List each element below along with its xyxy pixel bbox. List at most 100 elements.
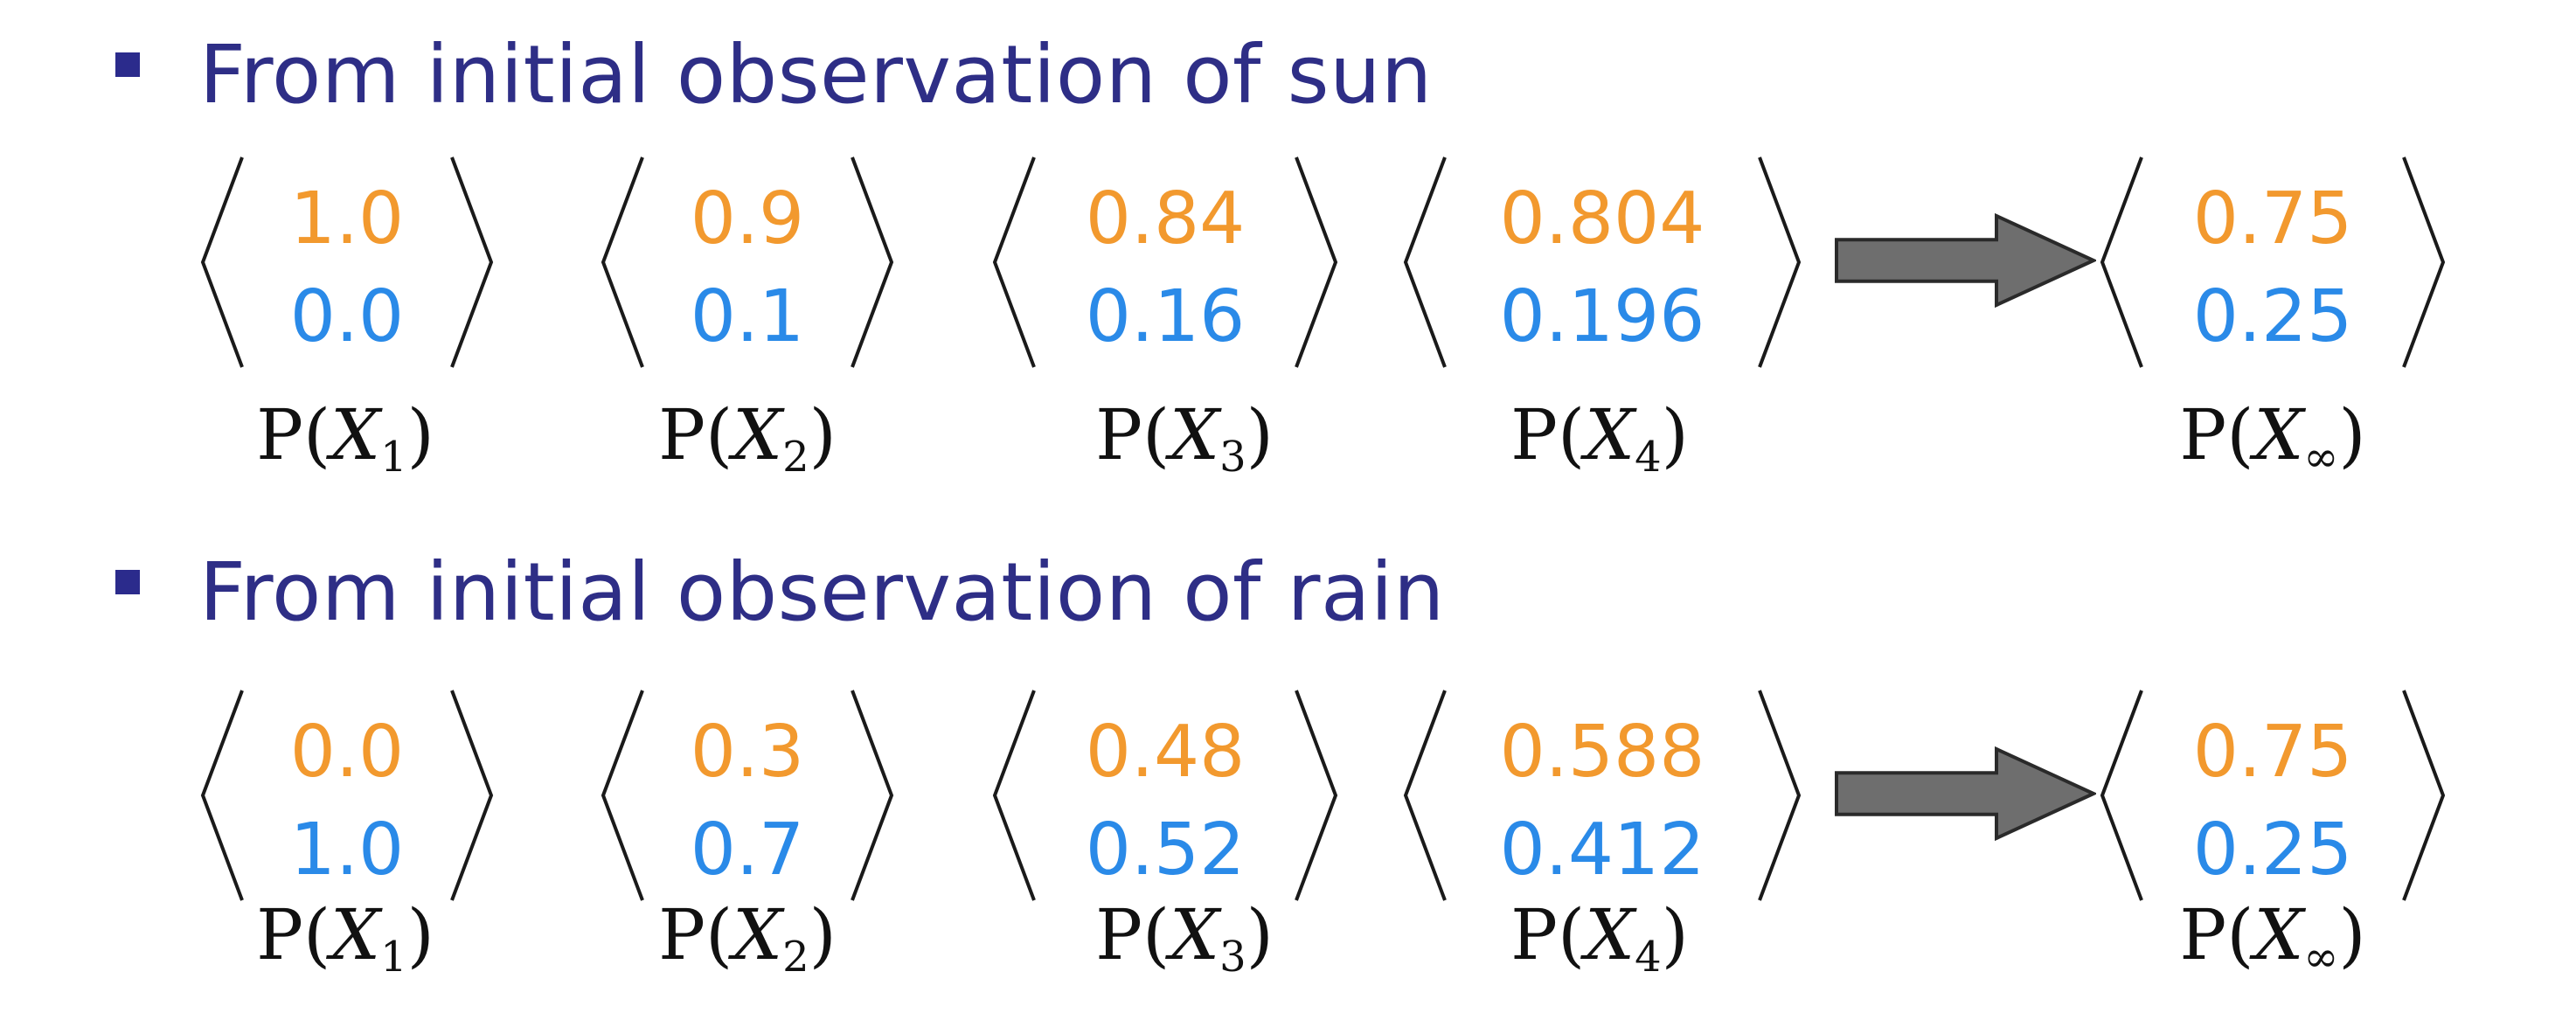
right-angle-bracket: [1758, 156, 1802, 368]
rain-probability-value: 0.25: [2192, 275, 2353, 358]
label-variable: X: [2253, 394, 2304, 475]
left-angle-bracket: [1403, 156, 1447, 368]
distribution-label: P(X∞): [2179, 400, 2365, 492]
label-prefix: P(: [1510, 394, 1586, 475]
section-heading: From initial observation of sun: [199, 28, 1433, 121]
probability-vector: 0.84 0.16: [992, 156, 1338, 368]
label-variable: X: [733, 394, 783, 475]
label-subscript: 3: [1219, 433, 1246, 482]
right-angle-bracket: [1758, 690, 1802, 901]
label-variable: X: [1170, 394, 1220, 475]
probability-vector: 0.9 0.1: [601, 156, 894, 368]
probability-vector: 0.0 1.0: [200, 690, 494, 901]
label-prefix: P(: [1510, 894, 1586, 975]
angle-brackets: [1403, 156, 1802, 368]
label-variable: X: [733, 894, 783, 975]
label-close: ): [1246, 394, 1274, 475]
label-close: ): [809, 894, 837, 975]
sun-probability-value: 0.48: [1085, 711, 1246, 794]
label-prefix: P(: [658, 894, 733, 975]
label-subscript: 1: [380, 433, 407, 482]
label-prefix: P(: [256, 394, 331, 475]
left-angle-bracket: [992, 156, 1036, 368]
probability-vector: 0.75 0.25: [2100, 156, 2446, 368]
label-subscript: 2: [782, 433, 809, 482]
rain-probability-value: 0.52: [1085, 808, 1246, 892]
probability-vector: 0.804 0.196: [1403, 156, 1802, 368]
probability-vector: 0.75 0.25: [2100, 690, 2446, 901]
left-angle-bracket: [200, 690, 244, 901]
label-prefix: P(: [1095, 394, 1170, 475]
angle-brackets: [2100, 156, 2446, 368]
distribution-label: P(X3): [1095, 400, 1274, 492]
distribution-label: P(X1): [256, 900, 434, 992]
label-close: ): [406, 394, 434, 475]
sun-probability-value: 1.0: [289, 177, 405, 260]
label-close: ): [406, 894, 434, 975]
rain-probability-value: 0.7: [690, 808, 805, 892]
label-subscript: 2: [782, 933, 809, 982]
sun-probability-value: 0.9: [690, 177, 805, 260]
angle-brackets: [601, 690, 894, 901]
left-angle-bracket: [601, 156, 644, 368]
angle-brackets: [200, 690, 494, 901]
arrow-shape: [1835, 746, 2096, 841]
left-angle-bracket: [1403, 690, 1447, 901]
right-angle-bracket: [2402, 690, 2446, 901]
sun-probability-value: 0.84: [1085, 177, 1246, 260]
right-angle-bracket: [450, 156, 494, 368]
distribution-label: P(X4): [1510, 400, 1689, 492]
label-subscript: ∞: [2303, 433, 2339, 482]
label-prefix: P(: [658, 394, 733, 475]
label-variable: X: [330, 394, 381, 475]
label-close: ): [2338, 894, 2366, 975]
distribution-label: P(X2): [658, 400, 837, 492]
right-angle-bracket: [1295, 690, 1338, 901]
rain-probability-value: 0.0: [289, 275, 405, 358]
sun-probability-value: 0.75: [2192, 177, 2353, 260]
section-heading: From initial observation of rain: [199, 545, 1445, 639]
bullet-marker: [115, 52, 140, 77]
sun-probability-value: 0.588: [1499, 711, 1705, 794]
distribution-label: P(X3): [1095, 900, 1274, 992]
label-subscript: 1: [380, 933, 407, 982]
probability-vector: 0.3 0.7: [601, 690, 894, 901]
right-angle-bracket: [851, 156, 894, 368]
sun-probability-value: 0.3: [690, 711, 805, 794]
label-close: ): [1661, 894, 1689, 975]
distribution-label: P(X2): [658, 900, 837, 992]
angle-brackets: [200, 156, 494, 368]
label-variable: X: [330, 894, 381, 975]
rain-probability-value: 1.0: [289, 808, 405, 892]
label-close: ): [1246, 894, 1274, 975]
label-prefix: P(: [2179, 394, 2254, 475]
sun-probability-value: 0.0: [289, 711, 405, 794]
label-prefix: P(: [1095, 894, 1170, 975]
left-angle-bracket: [2100, 690, 2143, 901]
angle-brackets: [992, 690, 1338, 901]
right-arrow-icon: [1835, 213, 2096, 308]
label-close: ): [1661, 394, 1689, 475]
label-subscript: 4: [1635, 933, 1662, 982]
angle-brackets: [992, 156, 1338, 368]
sun-probability-value: 0.804: [1499, 177, 1705, 260]
label-close: ): [809, 394, 837, 475]
angle-brackets: [1403, 690, 1802, 901]
label-prefix: P(: [2179, 894, 2254, 975]
right-angle-bracket: [1295, 156, 1338, 368]
label-subscript: 3: [1219, 933, 1246, 982]
arrow-shape: [1835, 213, 2096, 308]
label-subscript: 4: [1635, 433, 1662, 482]
section-rain-heading-row: From initial observation of rain: [0, 552, 2576, 657]
sun-probability-value: 0.75: [2192, 711, 2353, 794]
angle-brackets: [601, 156, 894, 368]
right-arrow-icon: [1835, 746, 2096, 841]
rain-probability-value: 0.16: [1085, 275, 1246, 358]
label-variable: X: [1585, 394, 1635, 475]
label-variable: X: [1585, 894, 1635, 975]
label-prefix: P(: [256, 894, 331, 975]
distribution-label: P(X1): [256, 400, 434, 492]
angle-brackets: [2100, 690, 2446, 901]
left-angle-bracket: [601, 690, 644, 901]
distribution-label: P(X4): [1510, 900, 1689, 992]
